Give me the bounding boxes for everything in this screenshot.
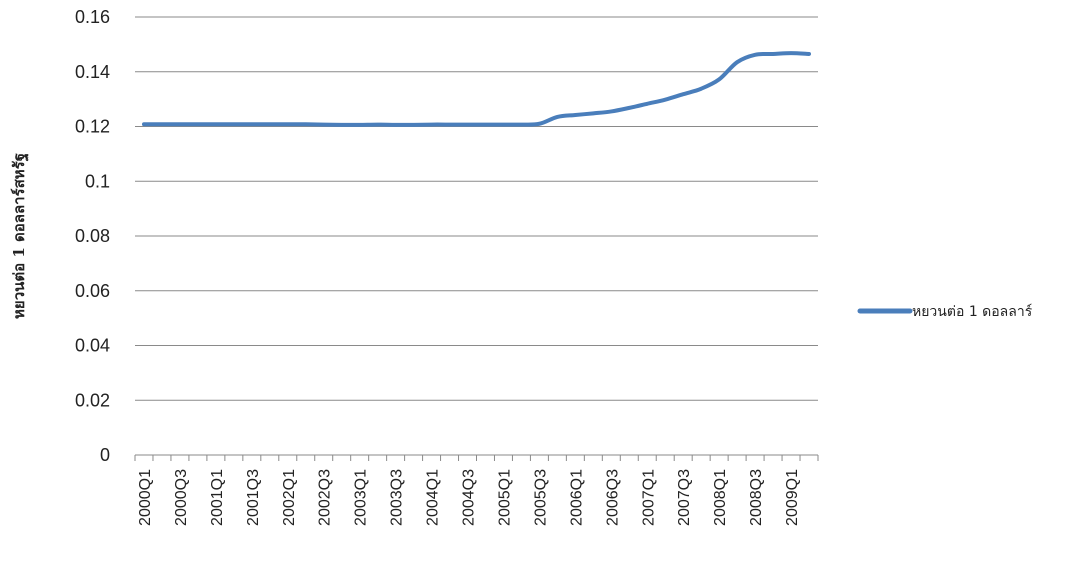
- data-point: [376, 123, 380, 127]
- data-point: [753, 53, 757, 57]
- x-tick-label: 2004Q1: [425, 469, 442, 526]
- data-point: [214, 122, 218, 126]
- data-point: [430, 123, 434, 127]
- data-point: [178, 122, 182, 126]
- gridlines: [135, 16, 818, 401]
- data-point: [501, 123, 505, 127]
- x-tick-label: 2007Q1: [640, 469, 657, 526]
- data-point: [699, 87, 703, 91]
- y-axis-ticks: 0 0.02 0.04 0.06 0.08 0.1 0.12 0.14 0.16: [75, 7, 110, 465]
- y-tick-label: 0.08: [75, 226, 110, 246]
- x-tick-label: 2002Q3: [317, 469, 334, 526]
- x-tick-label: 2000Q1: [137, 469, 154, 526]
- y-tick-label: 0.02: [75, 390, 110, 410]
- data-point: [448, 123, 452, 127]
- data-point: [537, 122, 541, 126]
- data-point: [196, 122, 200, 126]
- data-point: [232, 122, 236, 126]
- x-tick-label: 2006Q1: [568, 469, 585, 526]
- data-point: [717, 77, 721, 81]
- x-axis-ticks: 2000Q1 2000Q3 2001Q1 2001Q3 2002Q1 2002Q3 2003…: [134, 455, 819, 526]
- legend-label: หยวนต่อ 1 ดอลลาร์: [912, 303, 1033, 320]
- y-tick-label: 0.16: [75, 7, 110, 27]
- x-tick-label: 2002Q1: [281, 469, 298, 526]
- data-point: [483, 123, 487, 127]
- y-tick-label: 0.04: [75, 336, 110, 356]
- data-point: [340, 123, 344, 127]
- y-tick-label: 0.1: [85, 171, 110, 191]
- data-point: [268, 122, 272, 126]
- data-point: [394, 123, 398, 127]
- series-layer: [141, 51, 812, 127]
- x-tick-label: 2007Q3: [676, 469, 693, 526]
- data-point: [466, 123, 470, 127]
- x-tick-label: 2005Q3: [532, 469, 549, 526]
- data-point: [142, 122, 146, 126]
- x-tick-label: 2005Q1: [496, 469, 513, 526]
- x-tick-label: 2000Q3: [173, 469, 190, 526]
- x-tick-label: 2008Q1: [712, 469, 729, 526]
- data-point: [304, 122, 308, 126]
- x-tick-label: 2004Q3: [461, 469, 478, 526]
- data-point: [771, 52, 775, 56]
- x-tick-label: 2003Q1: [353, 469, 370, 526]
- data-point: [160, 122, 164, 126]
- data-point: [645, 102, 649, 106]
- data-point: [250, 122, 254, 126]
- x-tick-label: 2001Q3: [245, 469, 262, 526]
- data-point: [286, 122, 290, 126]
- data-point: [807, 52, 811, 56]
- x-tick-label: 2006Q3: [604, 469, 621, 526]
- x-tick-label: 2003Q3: [389, 469, 406, 526]
- data-point: [735, 60, 739, 64]
- y-axis-label: หยวนต่อ 1 ดอลลาร์สหรัฐ: [10, 153, 29, 319]
- data-point: [412, 123, 416, 127]
- y-tick-label: 0: [100, 445, 110, 465]
- y-tick-label: 0.14: [75, 62, 110, 82]
- legend: หยวนต่อ 1 ดอลลาร์: [857, 303, 1033, 320]
- y-tick-label: 0.12: [75, 117, 110, 137]
- x-tick-label: 2009Q1: [784, 469, 801, 526]
- data-point: [519, 123, 523, 127]
- data-point: [573, 113, 577, 117]
- data-point: [681, 92, 685, 96]
- data-point: [609, 109, 613, 113]
- y-tick-label: 0.06: [75, 281, 110, 301]
- data-point: [591, 111, 595, 115]
- data-point: [627, 106, 631, 110]
- x-tick-label: 2008Q3: [748, 469, 765, 526]
- data-point: [789, 51, 793, 55]
- x-tick-label: 2001Q1: [209, 469, 226, 526]
- data-point: [555, 115, 559, 119]
- series-line: [141, 51, 812, 127]
- data-point: [663, 98, 667, 102]
- data-point: [322, 123, 326, 127]
- data-point: [358, 123, 362, 127]
